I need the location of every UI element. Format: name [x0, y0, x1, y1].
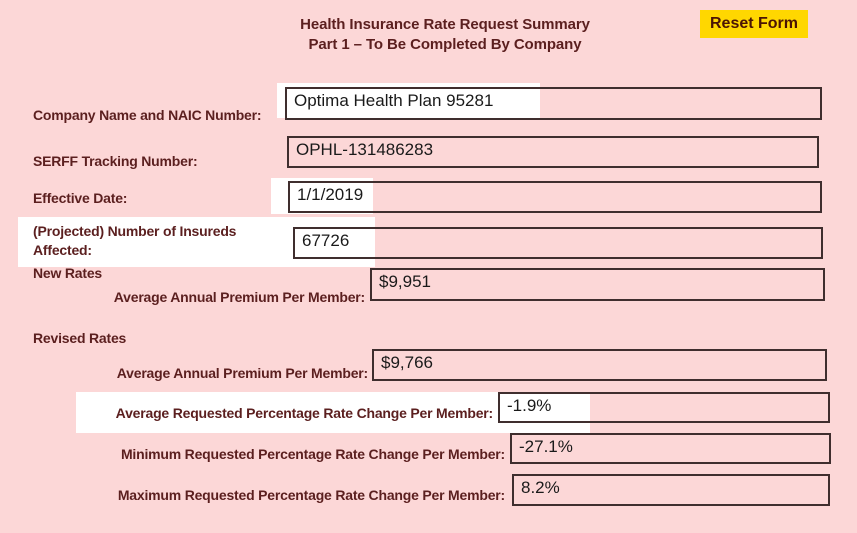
- max-pct-change-label: Maximum Requested Percentage Rate Change…: [117, 487, 505, 503]
- reset-form-button[interactable]: Reset Form: [700, 10, 808, 38]
- new-avg-premium-input[interactable]: $9,951: [370, 268, 825, 301]
- company-name-label: Company Name and NAIC Number:: [33, 107, 262, 123]
- effective-date-label: Effective Date:: [33, 190, 128, 206]
- projected-insureds-input[interactable]: 67726: [293, 227, 823, 259]
- effective-date-input[interactable]: 1/1/2019: [288, 181, 822, 213]
- projected-insureds-label: (Projected) Number of Insureds Affected:: [33, 223, 237, 258]
- new-avg-premium-label: Average Annual Premium Per Member:: [113, 289, 365, 305]
- avg-pct-change-label: Average Requested Percentage Rate Change…: [115, 405, 494, 421]
- max-pct-change-input[interactable]: 8.2%: [512, 474, 830, 506]
- new-rates-heading: New Rates: [33, 265, 103, 281]
- company-name-input[interactable]: Optima Health Plan 95281: [285, 87, 822, 120]
- revised-rates-heading: Revised Rates: [33, 330, 127, 346]
- form-title-line2: Part 1 – To Be Completed By Company: [308, 36, 582, 53]
- highlight-avg-pct-change-field: [76, 392, 590, 433]
- serff-tracking-input[interactable]: OPHL-131486283: [287, 136, 819, 168]
- form-title-line1: Health Insurance Rate Request Summary: [300, 16, 590, 33]
- min-pct-change-label: Minimum Requested Percentage Rate Change…: [120, 446, 505, 462]
- serff-tracking-label: SERFF Tracking Number:: [33, 153, 198, 169]
- revised-avg-premium-input[interactable]: $9,766: [372, 349, 827, 381]
- avg-pct-change-input[interactable]: -1.9%: [498, 392, 830, 423]
- revised-avg-premium-label: Average Annual Premium Per Member:: [116, 365, 368, 381]
- min-pct-change-input[interactable]: -27.1%: [510, 433, 831, 464]
